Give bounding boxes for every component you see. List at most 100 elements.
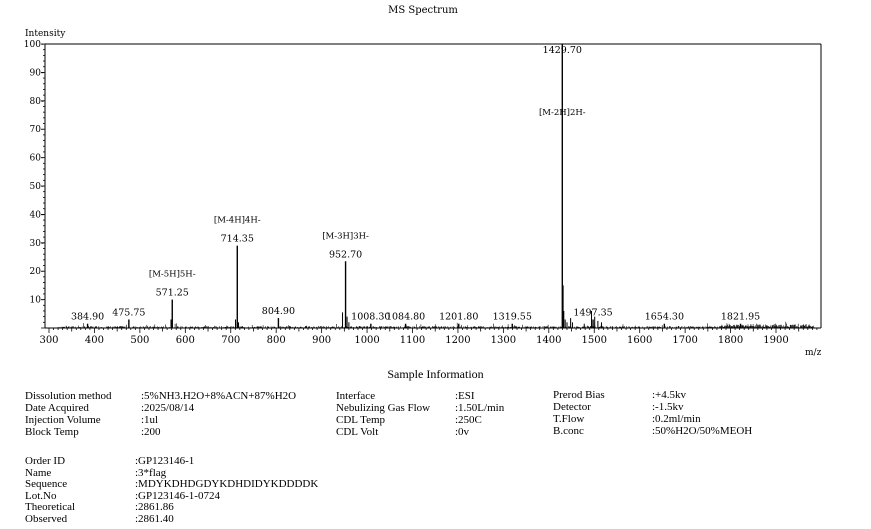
x-tick-label: 1400 [536,335,561,346]
col1-value: :5%NH3.H2O+8%ACN+87%H2O [141,390,297,402]
peaks: 384.90 475.75 571.25 [M-5H]5H- 714.35 [M-4H]4… [71,44,760,328]
peak-annotation: [M-3H]3H- [322,231,369,241]
col1-value: :2025/08/14 [141,402,195,414]
x-tick-label: 1800 [718,335,743,346]
col3-key: Prerod Bias [553,389,605,401]
baseline-noise [57,321,815,328]
col3-value: :0.2ml/min [652,413,701,425]
x-tick-label: 500 [130,335,149,346]
col3-row: T.Flow :0.2ml/min [553,413,752,425]
peak-label: 714.35 [221,234,254,245]
x-tick-label: 1600 [627,335,652,346]
order-row: Sequence :MDYKDHDGDYKDHDIDYKDDDDK [25,478,318,490]
x-tick-label: 400 [85,335,104,346]
x-tick-label: 1700 [672,335,697,346]
noise-trace [57,321,815,328]
chart-title: MS Spectrum [388,5,458,16]
peak-label: 1654.30 [645,312,684,323]
order-value: :3*flag [135,466,167,479]
peak-label: 384.90 [71,312,104,323]
y-tick-label: 100- [24,40,44,50]
sample-information-title: Sample Information [387,367,484,381]
col3-row: Prerod Bias :+4.5kv [553,389,752,401]
y-axis: 10- 20- 30- 40- 50- 60- 70- 80- 90- 100- [24,40,45,329]
col3-key: B.conc [553,425,584,437]
col1-row: Injection Volume:1ul [25,414,296,426]
col3-value: :50%H2O/50%MEOH [652,425,753,437]
ms-spectrum-chart: MS Spectrum Intensity m/z 10- 20- 30- 40- 50… [24,5,822,358]
x-tick-label: 1500 [582,335,607,346]
col2-key: Nebulizing Gas Flow [336,402,431,414]
peak-label: 952.70 [329,249,362,260]
peak-label: 804.90 [262,306,295,317]
order-info: Order ID :GP123146-1 Name :3*flag Sequence :M… [25,455,318,525]
order-value: :2861.40 [135,512,174,525]
peak-annotation: [M-5H]5H- [149,270,196,280]
col2-key: CDL Volt [336,426,379,438]
col2-value: :250C [455,414,482,426]
x-tick-label: 700 [221,335,240,346]
order-value: :GP123146-1-0724 [135,489,220,502]
y-tick-label: 10- [30,296,45,306]
col2-value: :ESI [455,390,475,402]
y-tick-label: 80- [30,97,45,107]
x-tick-label: 1300 [491,335,516,346]
peak-label: 1201.80 [439,312,478,323]
col3-row: Detector:-1.5kv [553,401,752,413]
y-tick-label: 40- [30,210,45,220]
col3-value: :+4.5kv [652,389,687,401]
peak-label: 1008.30 [351,312,390,323]
order-value: :GP123146-1 [135,455,195,467]
peak-label: 475.75 [112,307,145,318]
order-row: Order ID :GP123146-1 [25,455,318,467]
peak-annotation: [M-4H]4H- [214,216,261,226]
plot-frame [44,43,822,329]
x-tick-label: 1000 [354,335,379,346]
y-tick-label: 30- [30,239,45,249]
order-row: Theoretical :2861.86 [25,501,318,514]
peak-annotation: [M-2H]2H- [539,108,586,118]
col2-key: Interface [336,390,376,402]
y-axis-label: Intensity [25,29,66,39]
sample-info-column-1: Dissolution method :5%NH3.H2O+8%ACN+87%H2… [25,390,296,438]
y-tick-label: 90- [30,68,45,78]
x-tick-label: 300 [39,335,58,346]
col1-value: :200 [141,426,161,438]
order-value: :2861.86 [135,501,174,514]
order-value: :MDYKDHDGDYKDHDIDYKDDDDK [135,478,319,491]
order-key: Name [25,466,52,479]
x-tick-label: 1900 [763,335,788,346]
col2-value: :0v [455,426,470,438]
peak-label: 1319.55 [493,312,532,323]
y-tick-label: 70- [30,125,45,135]
order-key: Theoretical [25,501,76,514]
col1-key: Dissolution method [25,390,112,402]
col1-row: Dissolution method :5%NH3.H2O+8%ACN+87%H2… [25,390,296,402]
y-tick-label: 20- [30,267,45,277]
order-key: Sequence [25,478,68,491]
x-axis-label: m/z [805,348,822,358]
col3-key: Detector [553,401,591,413]
col1-key: Date Acquired [25,402,89,414]
x-tick-label: 900 [312,335,331,346]
x-tick-label: 800 [267,335,286,346]
col2-key: CDL Temp [336,414,386,426]
x-tick-label: 1200 [445,335,470,346]
x-tick-label: 600 [176,335,195,346]
sample-info-column-2: Interface :ESI Nebulizing Gas Flow :1.50L/m… [336,390,504,438]
col1-key: Block Temp [25,426,79,438]
order-key: Order ID [25,455,66,467]
sample-info-column-3: Prerod Bias :+4.5kv Detector:-1.5kv T.Flow:… [553,389,752,437]
peak-label: 571.25 [156,288,189,299]
y-tick-label: 60- [30,154,45,164]
col3-row: B.conc :50%H2O/50%MEOH [553,425,752,437]
order-row: Name :3*flag [25,467,318,479]
col2-row: Interface :ESI [336,390,504,402]
y-tick-label: 50- [30,182,45,192]
order-row: Lot.No:GP123146-1-0724 [25,490,318,502]
peak-label: 1429.70 [543,45,582,56]
col2-value: :1.50L/min [455,402,505,414]
col3-key: T.Flow [553,413,585,425]
minor-peaks [170,285,795,328]
x-axis: 300 400 500 600 700 800 900 1000 1100 1200 1300 140… [39,328,818,346]
